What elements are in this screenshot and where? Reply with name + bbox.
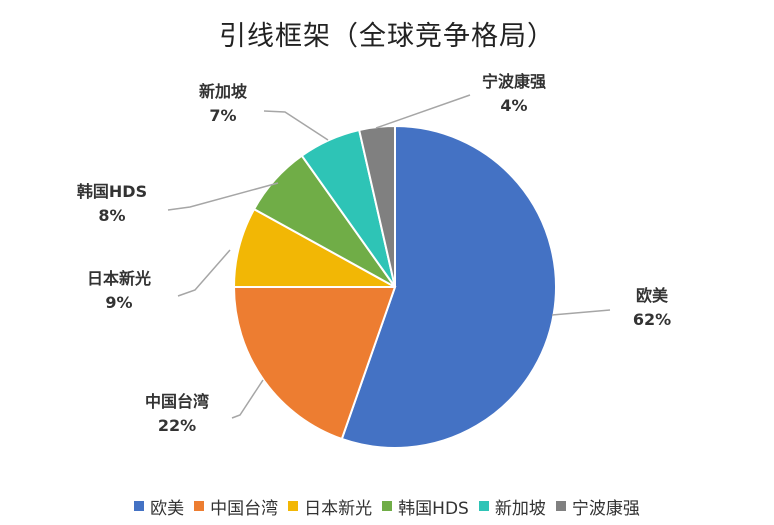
data-label-name-6: 宁波康强 bbox=[482, 72, 546, 91]
legend-item-4: 韩国HDS bbox=[382, 494, 469, 519]
leader-line-5 bbox=[263, 110, 329, 141]
legend-item-5: 新加坡 bbox=[478, 494, 546, 519]
legend-label: 中国台湾 bbox=[210, 498, 279, 519]
leader-lines bbox=[167, 94, 611, 419]
legend-label: 欧美 bbox=[150, 498, 185, 519]
data-label-pct-6: 4% bbox=[500, 96, 527, 115]
data-label-pct-1: 62% bbox=[633, 310, 671, 329]
data-label-name-3: 日本新光 bbox=[87, 269, 151, 288]
leader-line-6 bbox=[375, 94, 471, 129]
legend-swatch bbox=[555, 501, 566, 511]
leader-line-3 bbox=[177, 249, 231, 297]
legend-item-6: 宁波康强 bbox=[555, 494, 640, 519]
pie-slice-2 bbox=[232, 286, 397, 441]
pie-chart: 欧美 62% 中国台湾 22% 日本新光 9% 韩国HDS 8% 新加坡 7% 宁波康强 4% bbox=[77, 72, 671, 449]
pie-slices bbox=[232, 124, 557, 449]
legend-swatch bbox=[288, 501, 299, 511]
legend-item-3: 日本新光 bbox=[288, 494, 372, 519]
data-label-pct-2: 22% bbox=[158, 416, 196, 435]
data-label-name-5: 新加坡 bbox=[199, 82, 248, 101]
data-label-name-2: 中国台湾 bbox=[145, 392, 209, 411]
data-label-name-4: 韩国HDS bbox=[77, 182, 147, 201]
leader-line-4 bbox=[167, 182, 279, 211]
data-label-pct-3: 9% bbox=[105, 293, 132, 312]
data-label-pct-5: 7% bbox=[209, 106, 236, 125]
leader-line-2 bbox=[231, 379, 264, 419]
chart-title: 引线框架（全球竞争格局） bbox=[219, 21, 555, 52]
legend-label: 新加坡 bbox=[494, 498, 546, 519]
data-labels: 欧美 62% 中国台湾 22% 日本新光 9% 韩国HDS 8% 新加坡 7% 宁波康强 4% bbox=[77, 72, 671, 435]
data-label-name-1: 欧美 bbox=[636, 286, 669, 305]
legend-label: 韩国HDS bbox=[398, 498, 469, 519]
legend-swatch bbox=[478, 501, 489, 511]
legend: 欧美 中国台湾 日本新光 韩国HDS 新加坡 宁波康强 bbox=[0, 492, 774, 520]
legend-label: 宁波康强 bbox=[571, 498, 640, 519]
legend-swatch bbox=[134, 501, 145, 511]
legend-item-2: 中国台湾 bbox=[194, 494, 278, 519]
legend-label: 日本新光 bbox=[304, 498, 373, 519]
legend-swatch bbox=[194, 501, 205, 511]
legend-swatch bbox=[382, 501, 393, 511]
leader-line-1 bbox=[551, 309, 611, 316]
legend-item-1: 欧美 bbox=[134, 494, 184, 519]
data-label-pct-4: 8% bbox=[98, 206, 125, 225]
